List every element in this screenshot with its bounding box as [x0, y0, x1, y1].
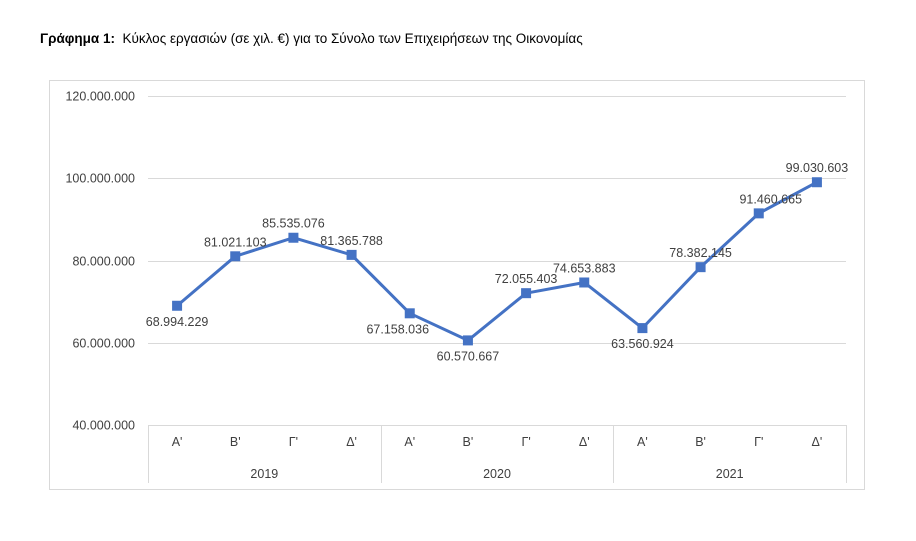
data-label: 63.560.924 — [611, 337, 674, 351]
series-line — [176, 180, 818, 342]
y-tick-label: 60.000.000 — [72, 337, 135, 351]
y-tick-label: 120.000.000 — [65, 90, 135, 104]
x-tick-label: Γ' — [289, 435, 298, 449]
y-tick-label: 100.000.000 — [65, 172, 135, 186]
data-point-marker — [230, 251, 241, 262]
data-label: 81.021.103 — [204, 235, 267, 249]
x-tick-label: Β' — [230, 435, 241, 449]
data-label: 99.030.603 — [786, 161, 849, 175]
x-tick-label: Δ' — [579, 435, 590, 449]
chart-border — [49, 80, 865, 490]
figure-number: Γράφημα 1: — [40, 31, 115, 46]
data-point-marker — [288, 232, 299, 243]
data-point-marker — [462, 335, 473, 346]
y-tick-label: 40.000.000 — [72, 419, 135, 433]
title-text: Κύκλος εργασιών (σε χιλ. €) για το Σύνολ… — [122, 31, 583, 46]
x-tick-label: Γ' — [521, 435, 530, 449]
x-tick-label: Α' — [404, 435, 415, 449]
data-point-marker — [346, 249, 357, 260]
x-tick-label: Γ' — [754, 435, 763, 449]
data-label: 91.460.665 — [739, 192, 802, 206]
x-tick-label: Δ' — [812, 435, 823, 449]
data-point-marker — [695, 262, 706, 273]
x-group-label: 2021 — [716, 467, 744, 481]
data-label: 85.535.076 — [262, 217, 325, 231]
x-tick-label: Α' — [172, 435, 183, 449]
x-tick-label: Δ' — [346, 435, 357, 449]
data-label: 72.055.403 — [495, 272, 558, 286]
x-group-label: 2019 — [250, 467, 278, 481]
data-point-marker — [811, 177, 822, 188]
data-point-marker — [579, 277, 590, 288]
x-tick-label: Β' — [463, 435, 474, 449]
chart-title: Γράφημα 1: Κύκλος εργασιών (σε χιλ. €) γ… — [40, 31, 583, 46]
data-label: 67.158.036 — [366, 322, 429, 336]
data-label: 81.365.788 — [320, 234, 383, 248]
data-label: 68.994.229 — [146, 315, 209, 329]
data-label: 60.570.667 — [437, 349, 500, 363]
x-tick-label: Α' — [637, 435, 648, 449]
x-tick-label: Β' — [695, 435, 706, 449]
x-group-label: 2020 — [483, 467, 511, 481]
data-point-marker — [521, 288, 532, 299]
data-label: 74.653.883 — [553, 261, 616, 275]
data-point-marker — [637, 323, 648, 334]
data-point-marker — [172, 300, 183, 311]
data-label: 78.382.145 — [669, 246, 732, 260]
y-tick-label: 80.000.000 — [72, 255, 135, 269]
data-point-marker — [404, 308, 415, 319]
data-point-marker — [753, 208, 764, 219]
